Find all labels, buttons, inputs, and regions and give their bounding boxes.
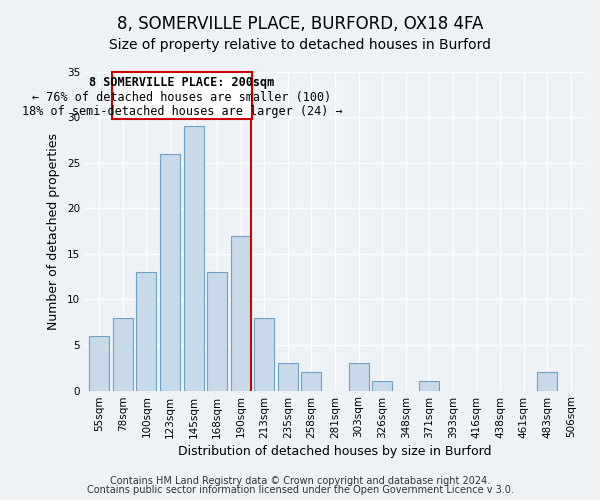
Bar: [278, 363, 298, 390]
Text: Contains HM Land Registry data © Crown copyright and database right 2024.: Contains HM Land Registry data © Crown c…: [110, 476, 490, 486]
Bar: [89, 336, 109, 390]
Text: 8, SOMERVILLE PLACE, BURFORD, OX18 4FA: 8, SOMERVILLE PLACE, BURFORD, OX18 4FA: [117, 15, 483, 33]
X-axis label: Distribution of detached houses by size in Burford: Distribution of detached houses by size …: [178, 444, 492, 458]
Bar: [113, 318, 133, 390]
Bar: [372, 382, 392, 390]
Text: Size of property relative to detached houses in Burford: Size of property relative to detached ho…: [109, 38, 491, 52]
Bar: [160, 154, 180, 390]
Bar: [349, 363, 368, 390]
Text: Contains public sector information licensed under the Open Government Licence v : Contains public sector information licen…: [86, 485, 514, 495]
Bar: [419, 382, 439, 390]
Bar: [207, 272, 227, 390]
Bar: [254, 318, 274, 390]
Bar: [301, 372, 322, 390]
Y-axis label: Number of detached properties: Number of detached properties: [47, 132, 60, 330]
Text: 18% of semi-detached houses are larger (24) →: 18% of semi-detached houses are larger (…: [22, 105, 343, 118]
Text: 8 SOMERVILLE PLACE: 200sqm: 8 SOMERVILLE PLACE: 200sqm: [89, 76, 275, 89]
Bar: [230, 236, 251, 390]
Bar: [136, 272, 157, 390]
Bar: [184, 126, 203, 390]
FancyBboxPatch shape: [112, 72, 252, 119]
Text: ← 76% of detached houses are smaller (100): ← 76% of detached houses are smaller (10…: [32, 90, 332, 104]
Bar: [537, 372, 557, 390]
